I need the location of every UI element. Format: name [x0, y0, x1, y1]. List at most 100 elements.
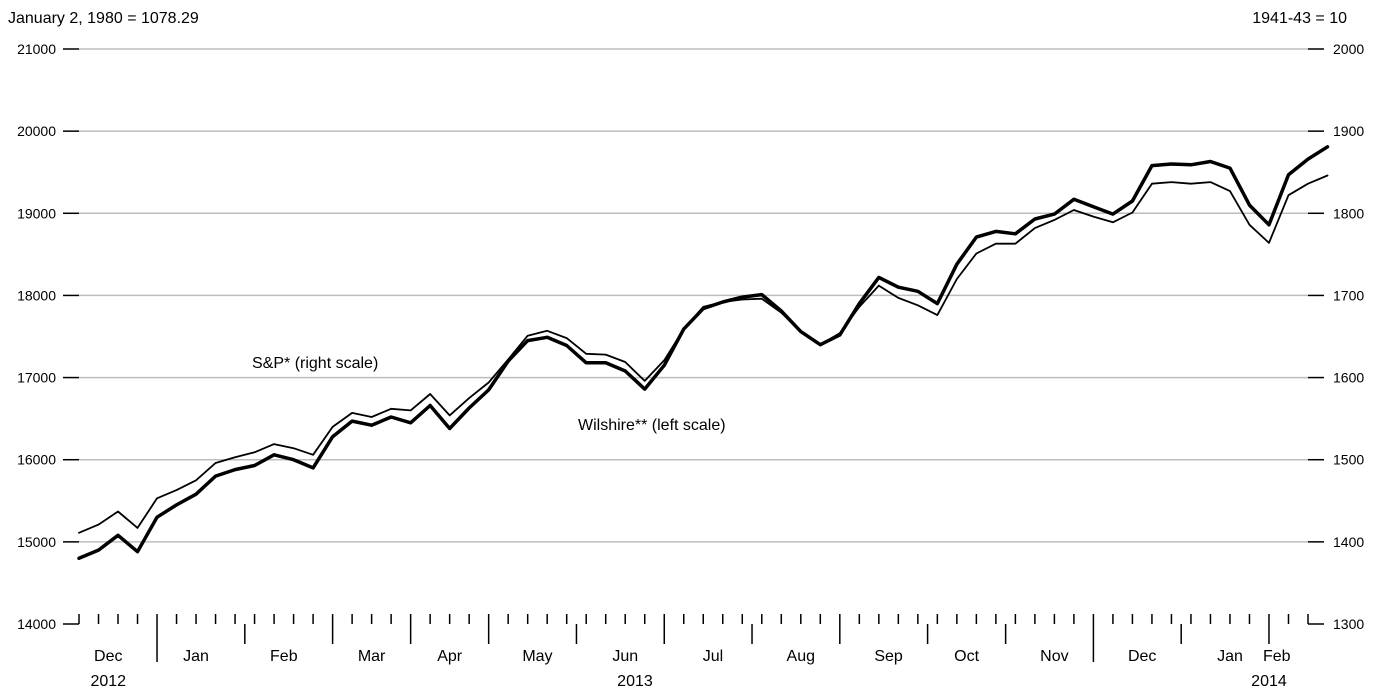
wilshire-data-point: [410, 422, 412, 424]
sp-data-point: [449, 414, 451, 416]
month-label: Feb: [270, 648, 298, 665]
wilshire-data-point: [1307, 158, 1309, 160]
wilshire-data-point: [214, 475, 217, 477]
left-axis-tick-label: 16000: [17, 452, 56, 468]
sp-data-point: [1287, 194, 1290, 196]
month-label: Aug: [787, 648, 815, 665]
wilshire-data-point: [175, 504, 178, 506]
left-axis-tick-label: 17000: [17, 370, 56, 386]
sp-data-point: [234, 456, 236, 458]
wilshire-data-point: [292, 459, 295, 461]
left-axis-tick-label: 18000: [17, 287, 56, 303]
sp-data-point: [195, 479, 197, 481]
sp-data-point: [644, 380, 646, 382]
sp-data-point: [1307, 183, 1309, 185]
sp-data-point: [1190, 183, 1192, 185]
wilshire-data-point: [936, 303, 938, 305]
month-label: Feb: [1263, 648, 1291, 665]
sp-data-point: [273, 443, 275, 445]
wilshire-data-point: [312, 467, 314, 469]
wilshire-data-point: [702, 307, 704, 310]
wilshire-data-point: [585, 362, 587, 364]
wilshire-data-point: [1326, 146, 1329, 148]
sp-data-point: [1092, 215, 1095, 218]
wilshire-data-point: [780, 310, 782, 312]
wilshire-data-point: [1112, 213, 1114, 215]
left-axis-tick-label: 15000: [17, 534, 56, 550]
sp-data-point: [1131, 211, 1134, 214]
wilshire-data-point: [1170, 163, 1173, 165]
sp-data-point: [312, 454, 314, 456]
sp-data-point: [78, 532, 80, 534]
sp-data-point: [1112, 221, 1114, 223]
wilshire-data-point: [1053, 213, 1055, 215]
wilshire-data-point: [566, 344, 568, 347]
wilshire-data-point: [722, 301, 724, 303]
sp-data-point: [1053, 219, 1055, 221]
sp-data-point: [527, 335, 529, 337]
left-axis-tick-label: 21000: [17, 41, 56, 57]
grid-layer: [79, 48, 1308, 543]
wilshire-data-point: [995, 230, 997, 232]
sp-data-point: [663, 359, 665, 361]
sp-data-point: [1151, 183, 1153, 185]
wilshire-data-point: [858, 303, 860, 305]
sp-annotation: S&P* (right scale): [252, 355, 378, 372]
left-axis-unit-note: January 2, 1980 = 1078.29: [8, 10, 199, 27]
sp-data-point: [605, 353, 607, 356]
sp-data-point: [878, 284, 880, 287]
wilshire-data-point: [624, 370, 626, 372]
sp-data-point: [585, 353, 587, 355]
wilshire-data-point: [878, 276, 880, 278]
right-axis-tick-label: 1900: [1333, 123, 1364, 139]
right-axis-tick-label: 1400: [1333, 534, 1364, 550]
wilshire-data-point: [1248, 204, 1251, 206]
sp-data-point: [468, 397, 470, 399]
wilshire-data-point: [351, 420, 353, 422]
month-label: Mar: [358, 648, 386, 665]
month-label: May: [522, 648, 552, 665]
wilshire-data-point: [1229, 167, 1231, 169]
wilshire-data-point: [527, 340, 529, 342]
wilshire-data-point: [234, 468, 236, 471]
sp-data-point: [253, 451, 256, 453]
wilshire-data-point: [429, 404, 431, 407]
wilshire-data-point: [897, 286, 899, 288]
wilshire-data-point: [800, 330, 802, 333]
sp-data-point: [741, 298, 743, 301]
sp-data-point: [1268, 242, 1270, 244]
month-label: Jan: [183, 648, 209, 665]
sp-data-point: [975, 252, 977, 255]
wilshire-data-point: [1131, 200, 1134, 202]
wilshire-annotation: Wilshire** (left scale): [578, 417, 726, 434]
sp-data-point: [214, 462, 217, 464]
wilshire-data-point: [819, 344, 821, 346]
month-label: Sep: [874, 648, 903, 665]
year-label: 2012: [90, 673, 126, 690]
sp-data-point: [624, 361, 626, 363]
left-axis-tick-label: 14000: [17, 616, 56, 632]
sp-data-point: [97, 524, 100, 526]
wilshire-data-point: [644, 388, 646, 390]
wilshire-data-point: [156, 516, 158, 518]
wilshire-data-point: [839, 334, 841, 336]
sp-data-point: [175, 489, 178, 491]
right-axis-tick-label: 1500: [1333, 452, 1364, 468]
month-label: Nov: [1040, 648, 1068, 665]
axis-layer: 14000 15000 16000 17000 18000 19000 20000 21000…: [17, 41, 1364, 690]
year-label: 2013: [617, 673, 653, 690]
sp-data-point: [371, 416, 373, 418]
sp-data-point: [1073, 209, 1075, 211]
sp-data-point: [1209, 181, 1212, 183]
wilshire-data-point: [1151, 165, 1153, 167]
month-label: Apr: [437, 648, 463, 665]
sp-data-point: [897, 297, 899, 299]
wilshire-data-point: [1034, 218, 1036, 220]
wilshire-data-point: [136, 551, 139, 553]
wilshire-data-point: [546, 336, 548, 338]
sp-data-point: [1248, 224, 1251, 226]
sp-data-point: [1034, 227, 1036, 229]
wilshire-data-point: [605, 362, 607, 364]
wilshire-data-point: [273, 454, 275, 456]
